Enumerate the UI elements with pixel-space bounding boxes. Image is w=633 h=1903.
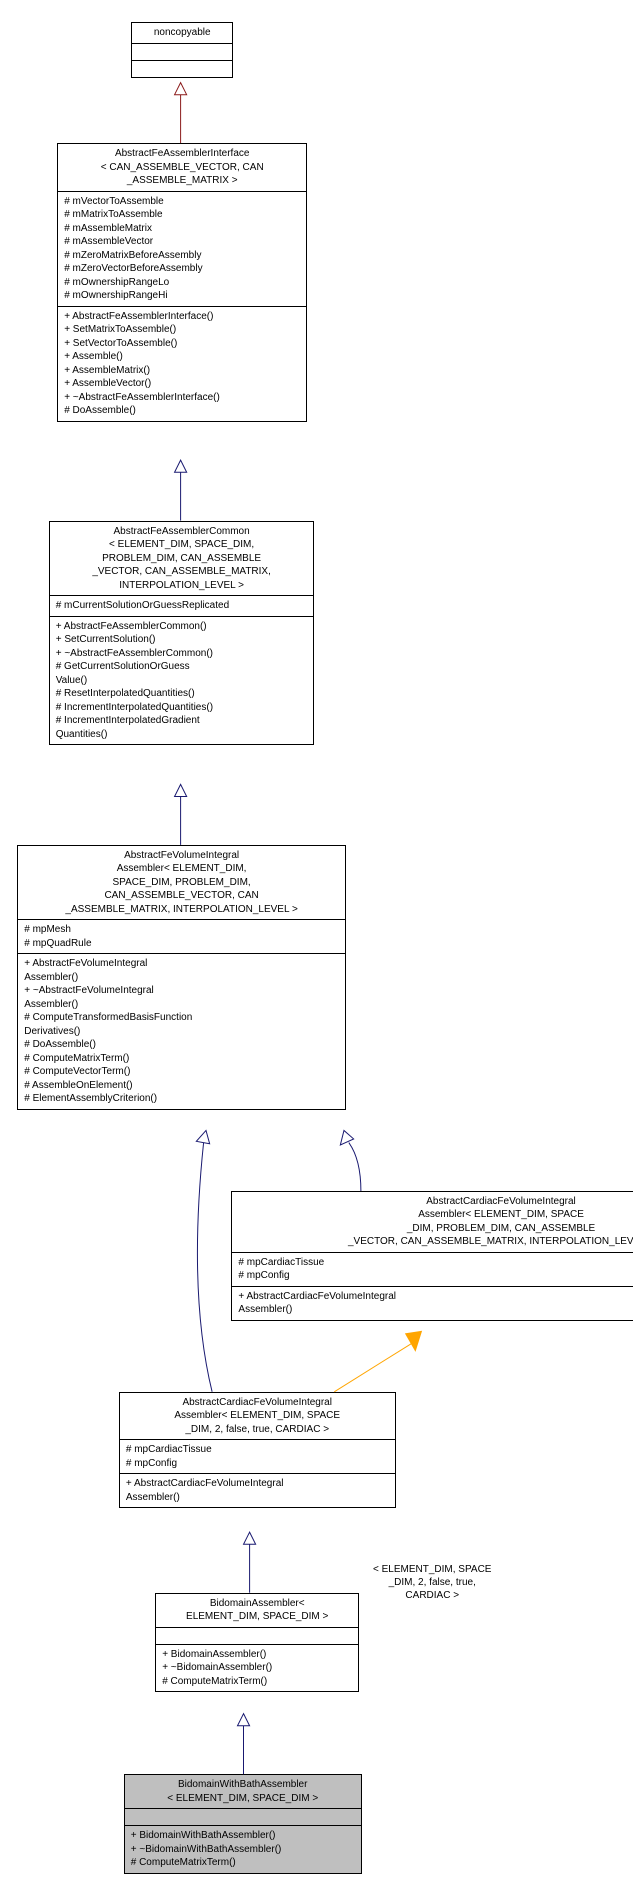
class-section: # mpMesh# mpQuadRule <box>18 920 345 954</box>
class-title: AbstractFeAssemblerInterface< CAN_ASSEMB… <box>58 144 306 192</box>
class-section: + AbstractCardiacFeVolumeIntegralAssembl… <box>232 1287 633 1320</box>
class-section: + BidomainWithBathAssembler()+ ~Bidomain… <box>125 1826 361 1873</box>
class-section <box>125 1809 361 1826</box>
class-section: + AbstractFeVolumeIntegralAssembler()+ ~… <box>18 954 345 1109</box>
uml-class-acfvia_top: AbstractCardiacFeVolumeIntegralAssembler… <box>231 1191 633 1321</box>
class-section: # mpCardiacTissue# mpConfig <box>120 1440 395 1474</box>
class-section: + BidomainAssembler()+ ~BidomainAssemble… <box>156 1645 358 1692</box>
uml-class-bidomainbath: BidomainWithBathAssembler< ELEMENT_DIM, … <box>124 1774 362 1874</box>
class-section: + AbstractFeAssemblerInterface()+ SetMat… <box>58 307 306 421</box>
uml-class-noncopyable: noncopyable <box>131 22 233 78</box>
class-title: noncopyable <box>132 23 232 44</box>
class-section <box>132 44 232 61</box>
class-title: AbstractFeAssemblerCommon< ELEMENT_DIM, … <box>50 522 314 597</box>
class-section: + AbstractFeAssemblerCommon()+ SetCurren… <box>50 617 314 745</box>
class-section: # mpCardiacTissue# mpConfig <box>232 1253 633 1287</box>
class-title: BidomainWithBathAssembler< ELEMENT_DIM, … <box>125 1775 361 1809</box>
class-section: + AbstractCardiacFeVolumeIntegralAssembl… <box>120 1474 395 1507</box>
uml-class-bidomain: BidomainAssembler<ELEMENT_DIM, SPACE_DIM… <box>155 1593 359 1693</box>
class-section <box>132 61 232 77</box>
class-title: BidomainAssembler<ELEMENT_DIM, SPACE_DIM… <box>156 1594 358 1628</box>
class-title: AbstractFeVolumeIntegralAssembler< ELEME… <box>18 846 345 921</box>
class-section <box>156 1628 358 1645</box>
uml-class-afvia: AbstractFeVolumeIntegralAssembler< ELEME… <box>17 845 346 1110</box>
class-section: # mVectorToAssemble# mMatrixToAssemble# … <box>58 192 306 307</box>
edge-label: < ELEMENT_DIM, SPACE_DIM, 2, false, true… <box>373 1563 491 1602</box>
class-title: AbstractCardiacFeVolumeIntegralAssembler… <box>232 1192 633 1253</box>
uml-class-afai: AbstractFeAssemblerInterface< CAN_ASSEMB… <box>57 143 307 422</box>
class-section: # mCurrentSolutionOrGuessReplicated <box>50 596 314 617</box>
uml-class-afac: AbstractFeAssemblerCommon< ELEMENT_DIM, … <box>49 521 315 746</box>
uml-class-acfvia_mid: AbstractCardiacFeVolumeIntegralAssembler… <box>119 1392 396 1509</box>
class-title: AbstractCardiacFeVolumeIntegralAssembler… <box>120 1393 395 1441</box>
